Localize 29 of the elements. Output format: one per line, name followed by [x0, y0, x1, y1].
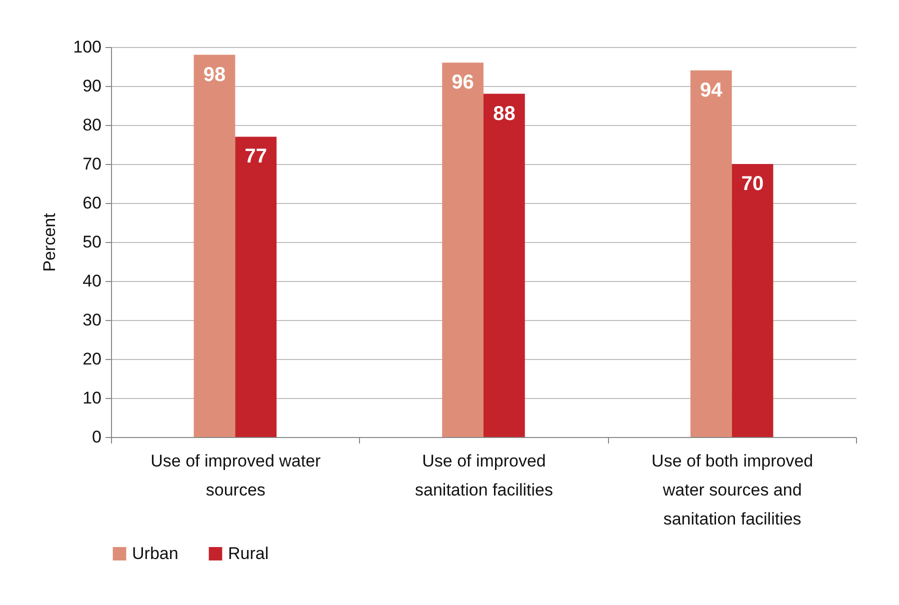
y-tick-label: 40 — [82, 272, 102, 290]
y-axis-title: Percent — [40, 212, 60, 272]
bar — [235, 136, 277, 437]
x-tick-label: Use of both improved water sources and sanitation facilities — [652, 452, 814, 528]
bar — [194, 54, 236, 437]
legend-label: Urban — [132, 544, 178, 563]
y-tick-label: 60 — [82, 194, 102, 212]
y-tick-label: 10 — [82, 388, 102, 408]
data-label: 96 — [452, 72, 474, 94]
data-label: 88 — [493, 102, 516, 125]
bar — [442, 62, 484, 437]
y-tick-label: 20 — [82, 350, 102, 368]
y-tick-label: 70 — [82, 154, 102, 174]
data-label: 77 — [244, 146, 267, 168]
y-tick-label: 0 — [92, 428, 102, 446]
y-tick-label: 90 — [82, 76, 102, 96]
x-tick-label: Use of improved water sources — [150, 452, 322, 500]
data-label: 98 — [203, 64, 226, 86]
bar — [732, 164, 774, 437]
y-tick-label: 80 — [82, 116, 102, 134]
bar — [690, 70, 732, 437]
data-label: 94 — [700, 79, 724, 102]
legend-label: Rural — [228, 544, 269, 563]
y-tick-label: 100 — [73, 38, 102, 56]
x-tick-label: Use of improved sanitation facilities — [415, 452, 553, 500]
y-tick-label: 30 — [82, 310, 102, 330]
y-tick-label: 50 — [82, 232, 102, 252]
bar — [484, 94, 525, 437]
data-label: 70 — [741, 173, 764, 195]
